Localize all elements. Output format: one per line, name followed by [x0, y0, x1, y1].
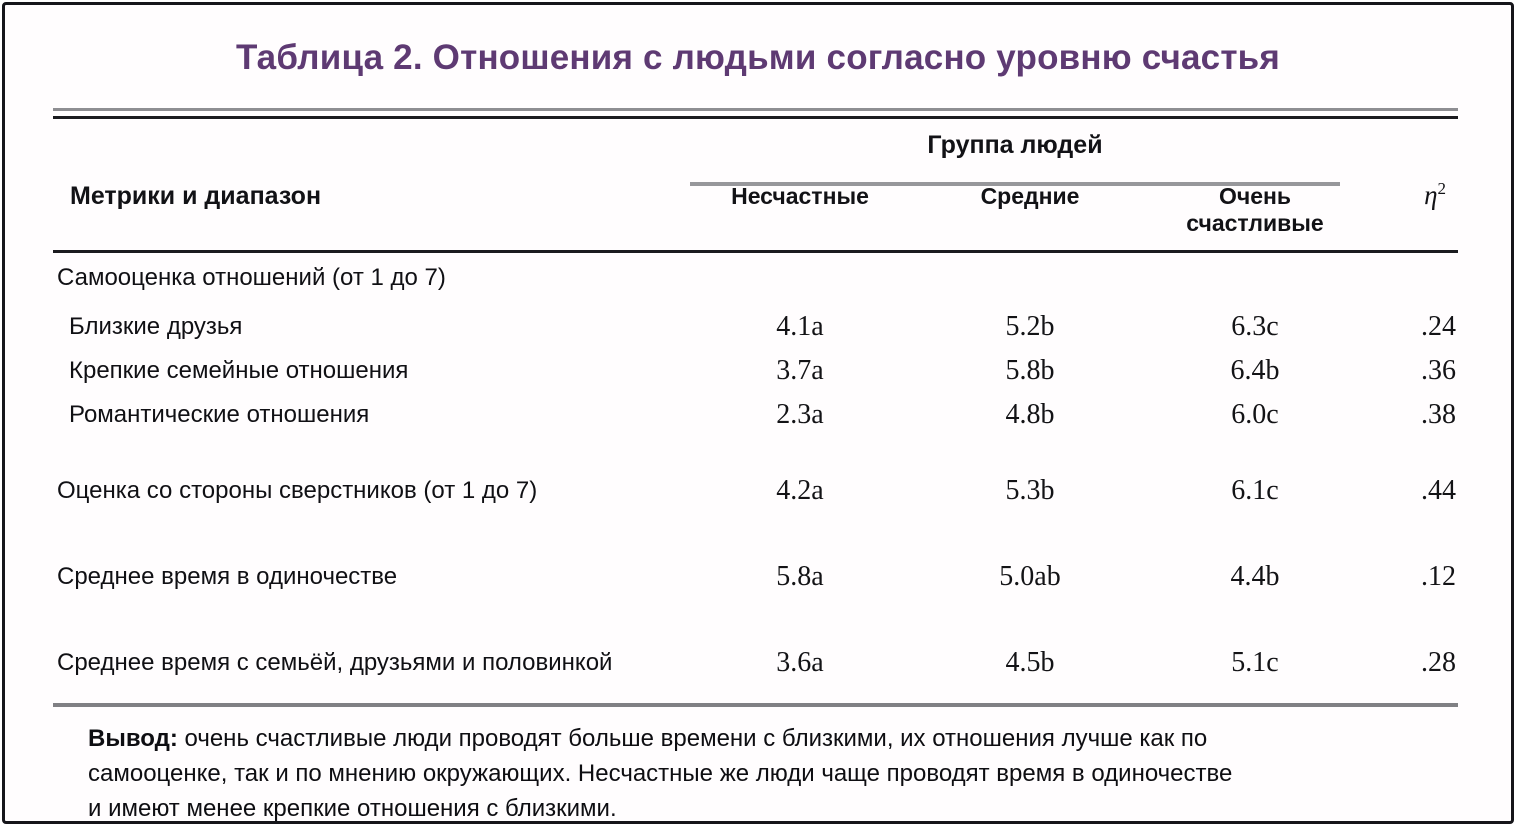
- conclusion-line-3: и имеют менее крепкие отношения с близки…: [88, 795, 617, 822]
- eta-symbol: η: [1424, 180, 1438, 210]
- row-value: 4.8b: [1005, 399, 1055, 430]
- row-value: 4.1a: [776, 311, 824, 342]
- conclusion-label: Вывод:: [88, 725, 178, 752]
- row-value: 6.4b: [1230, 355, 1280, 386]
- table-row-section-self-rating: Самооценка отношений (от 1 до 7): [53, 263, 1458, 293]
- row-value: 6.3c: [1231, 311, 1279, 342]
- table-row-peer-rating: Оценка со стороны сверстников (от 1 до 7…: [53, 469, 1458, 513]
- row-value: 4.4b: [1230, 561, 1280, 592]
- column-header-average: Средние: [980, 183, 1080, 209]
- top-rule-gray: [53, 108, 1458, 111]
- row-value: 5.0ab: [999, 561, 1061, 592]
- conclusion-text: очень счастливые люди проводят больше вр…: [177, 725, 1208, 752]
- header-bottom-rule: [53, 250, 1458, 253]
- row-value: 3.6a: [776, 647, 824, 678]
- table-bottom-rule: [53, 703, 1458, 707]
- row-value: 6.0c: [1231, 399, 1279, 430]
- group-spanner-underline: [690, 182, 1340, 186]
- top-rule-dark: [53, 116, 1458, 119]
- row-value-eta: .12: [1421, 561, 1456, 592]
- table-header: Группа людей Метрики и диапазон Несчастн…: [53, 119, 1458, 250]
- row-value: 5.8a: [776, 561, 824, 592]
- table-row-time-alone: Среднее время в одиночестве 5.8a 5.0ab 4…: [53, 555, 1458, 599]
- data-table: Группа людей Метрики и диапазон Несчастн…: [53, 108, 1458, 826]
- row-label: Крепкие семейные отношения: [69, 357, 409, 384]
- column-header-metrics: Метрики и диапазон: [70, 182, 322, 210]
- row-value-eta: .44: [1421, 475, 1456, 506]
- conclusion-note: Вывод: очень счастливые люди проводят бо…: [88, 721, 1463, 826]
- row-label: Среднее время в одиночестве: [57, 563, 398, 590]
- row-label: Самооценка отношений (от 1 до 7): [57, 264, 446, 291]
- table-row-family: Крепкие семейные отношения 3.7a 5.8b 6.4…: [53, 349, 1458, 393]
- row-label: Среднее время с семьёй, друзьями и полов…: [57, 649, 613, 676]
- row-value-eta: .24: [1421, 311, 1456, 342]
- row-value: 6.1c: [1231, 475, 1279, 506]
- table-row-time-with-others: Среднее время с семьёй, друзьями и полов…: [53, 641, 1458, 685]
- conclusion-line-2: самооценке, так и по мнению окружающих. …: [88, 760, 1233, 787]
- row-label: Близкие друзья: [69, 313, 243, 340]
- table-row-close-friends: Близкие друзья 4.1a 5.2b 6.3c .24: [53, 305, 1458, 349]
- row-value-eta: .28: [1421, 647, 1456, 678]
- column-header-very-happy: Очень счастливые: [1186, 183, 1324, 236]
- row-value: 5.8b: [1005, 355, 1055, 386]
- row-value: 4.5b: [1005, 647, 1055, 678]
- row-label: Романтические отношения: [69, 401, 370, 428]
- conclusion-line-1: Вывод: очень счастливые люди проводят бо…: [88, 721, 1463, 756]
- eta-superscript: 2: [1437, 179, 1447, 198]
- row-value: 5.2b: [1005, 311, 1055, 342]
- table-row-romantic: Романтические отношения 2.3a 4.8b 6.0c .…: [53, 393, 1458, 437]
- row-value: 4.2a: [776, 475, 824, 506]
- page-title: Таблица 2. Отношения с людьми согласно у…: [235, 38, 1281, 77]
- row-value-eta: .36: [1421, 355, 1456, 386]
- row-value: 5.1c: [1231, 647, 1279, 678]
- group-spanner-label: Группа людей: [927, 131, 1103, 159]
- row-value: 2.3a: [776, 399, 824, 430]
- column-headers-row: Метрики и диапазон Несчастные Средние Оч…: [53, 180, 1458, 237]
- row-value: 3.7a: [776, 355, 824, 386]
- column-header-unhappy: Несчастные: [731, 183, 869, 209]
- row-label: Оценка со стороны сверстников (от 1 до 7…: [57, 477, 538, 504]
- column-header-eta-squared: η2: [1360, 180, 1458, 211]
- row-value: 5.3b: [1005, 475, 1055, 506]
- row-value-eta: .38: [1421, 399, 1456, 430]
